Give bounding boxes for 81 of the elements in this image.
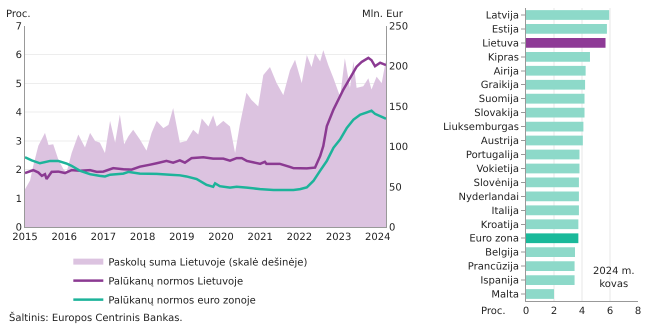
x-tick-label: 2 bbox=[550, 306, 558, 317]
x-tick-label: 2018 bbox=[130, 232, 156, 243]
line-series bbox=[25, 109, 386, 192]
y-tick-label: Graikija bbox=[480, 80, 519, 92]
x-tick-label: 2016 bbox=[51, 232, 77, 243]
y-tick-label: Suomija bbox=[478, 94, 519, 106]
x-tick-label: 2023 bbox=[326, 232, 352, 243]
bar bbox=[526, 38, 606, 48]
y-tick-label: Italija bbox=[492, 206, 519, 217]
y2-tick-label: 200 bbox=[389, 62, 408, 73]
line-series bbox=[25, 56, 386, 180]
y-tick-label: Vokietija bbox=[476, 164, 519, 175]
y-tick-label: Nyderlandai bbox=[458, 192, 519, 203]
bar bbox=[526, 94, 585, 104]
y-axis-title: Proc. bbox=[6, 9, 31, 20]
bar bbox=[526, 10, 610, 20]
bar bbox=[526, 275, 575, 285]
y-tick-label: 0 bbox=[16, 222, 22, 234]
y-tick-label: Malta bbox=[491, 290, 519, 301]
x-axis-title: Proc. bbox=[481, 306, 506, 317]
x-tick-label: 8 bbox=[634, 306, 642, 317]
x-tick-label: 2024 bbox=[365, 232, 390, 243]
y-tick-label: Kroatija bbox=[480, 220, 519, 231]
y2-tick-label: 250 bbox=[389, 22, 408, 32]
bar bbox=[526, 136, 583, 146]
x-tick-label: 2020 bbox=[208, 232, 234, 243]
y2-tick-label: 100 bbox=[389, 142, 408, 154]
annotation: 2024 m. kovas bbox=[593, 266, 635, 290]
y-tick-label: Estija bbox=[492, 24, 519, 36]
bar bbox=[526, 233, 578, 244]
bar bbox=[526, 80, 586, 90]
y2-tick-label: 150 bbox=[389, 102, 408, 113]
x-tick-label: 6 bbox=[606, 306, 614, 317]
x-tick-label: 2017 bbox=[90, 232, 116, 243]
x-tick-label: 4 bbox=[578, 306, 586, 317]
y-tick-label: Liuksemburgas bbox=[443, 122, 519, 134]
y-tick-label: Airija bbox=[494, 66, 519, 78]
bar bbox=[526, 52, 590, 62]
x-tick-label: 2022 bbox=[286, 232, 312, 243]
y-tick-label: Prancūzija bbox=[468, 262, 519, 273]
y-tick-label: 6 bbox=[16, 50, 22, 62]
legend-label: Palūkanų normos Lietuvoje bbox=[108, 276, 244, 288]
y-tick-label: 2 bbox=[16, 165, 22, 176]
y-tick-label: Ispanija bbox=[480, 276, 519, 287]
x-tick-label: 2019 bbox=[169, 232, 195, 243]
bar bbox=[526, 24, 607, 34]
y-tick-label: Lietuva bbox=[482, 38, 519, 50]
y-tick-label: Kipras bbox=[488, 52, 519, 64]
y-tick-label: Belgija bbox=[485, 248, 519, 259]
x-tick-label: 2015 bbox=[12, 232, 38, 243]
bar bbox=[526, 289, 554, 299]
bar bbox=[526, 66, 586, 76]
y-tick-label: Slovėnija bbox=[474, 178, 519, 189]
bar bbox=[526, 261, 575, 271]
bar bbox=[526, 247, 575, 258]
x-tick-label: 0 bbox=[522, 306, 530, 317]
bar bbox=[526, 178, 579, 188]
y-tick-label: Austrija bbox=[480, 136, 519, 148]
text: Šaltinis: Europos Centrinis Bankas. bbox=[9, 311, 183, 324]
bar bbox=[526, 219, 578, 230]
bar bbox=[526, 150, 580, 160]
y-tick-label: Euro zona bbox=[469, 234, 519, 245]
y-tick-label: Portugalija bbox=[466, 150, 519, 161]
y-tick-label: 3 bbox=[16, 136, 22, 148]
y-tick-label: 1 bbox=[16, 194, 22, 205]
bar bbox=[526, 164, 580, 174]
bar bbox=[526, 205, 579, 216]
legend-label: Palūkanų normos euro zonoje bbox=[108, 296, 256, 306]
bar bbox=[526, 122, 584, 132]
y-tick-label: Latvija bbox=[486, 10, 519, 22]
y-tick-label: 7 bbox=[16, 22, 22, 32]
x-tick-label: 2021 bbox=[247, 232, 273, 243]
y2-tick-label: 0 bbox=[389, 222, 396, 234]
y-tick-label: 5 bbox=[16, 78, 22, 90]
legend-label: Paskolų suma Lietuvoje (skalė dešinėje) bbox=[108, 258, 308, 268]
y2-axis-title: Mln. Eur bbox=[362, 9, 404, 20]
bar bbox=[526, 191, 579, 202]
y-tick-label: 4 bbox=[16, 108, 22, 119]
y2-tick-label: 50 bbox=[389, 182, 402, 194]
bar bbox=[526, 108, 585, 118]
y-tick-label: Slovakija bbox=[474, 108, 519, 120]
